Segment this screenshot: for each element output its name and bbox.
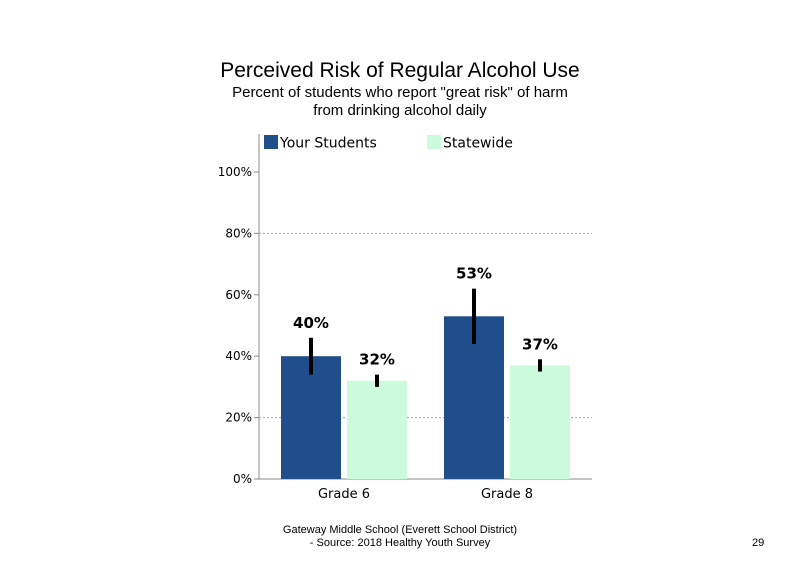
y-tick-label: 40% bbox=[225, 349, 252, 363]
data-label: 32% bbox=[359, 351, 395, 369]
chart-title: Perceived Risk of Regular Alcohol Use bbox=[220, 59, 580, 82]
data-label: 40% bbox=[293, 314, 329, 332]
legend-label: Statewide bbox=[443, 136, 513, 152]
y-tick-label: 0% bbox=[233, 472, 252, 486]
y-tick-label: 60% bbox=[225, 288, 252, 302]
y-tick-label: 20% bbox=[225, 411, 252, 425]
footer-source: - Source: 2018 Healthy Youth Survey bbox=[309, 537, 491, 549]
legend-label: Your Students bbox=[279, 136, 377, 152]
chart-subtitle-line1: Percent of students who report "great ri… bbox=[232, 84, 568, 101]
x-category-label: Grade 6 bbox=[318, 487, 370, 502]
chart-title-block: Perceived Risk of Regular Alcohol Use Pe… bbox=[0, 58, 800, 120]
bar bbox=[347, 380, 407, 479]
data-label: 53% bbox=[456, 265, 492, 283]
footer: Gateway Middle School (Everett School Di… bbox=[0, 524, 800, 550]
footer-school: Gateway Middle School (Everett School Di… bbox=[282, 524, 518, 536]
data-label: 37% bbox=[522, 335, 558, 353]
y-tick-label: 80% bbox=[225, 226, 252, 240]
legend-swatch bbox=[427, 135, 441, 149]
page-number: 29 bbox=[752, 537, 765, 549]
x-category-label: Grade 8 bbox=[481, 487, 533, 502]
chart-subtitle-line2: from drinking alcohol daily bbox=[313, 102, 487, 119]
y-tick-label: 100% bbox=[218, 165, 252, 179]
bar bbox=[510, 365, 570, 479]
legend-swatch bbox=[264, 135, 278, 149]
bar bbox=[281, 356, 341, 479]
